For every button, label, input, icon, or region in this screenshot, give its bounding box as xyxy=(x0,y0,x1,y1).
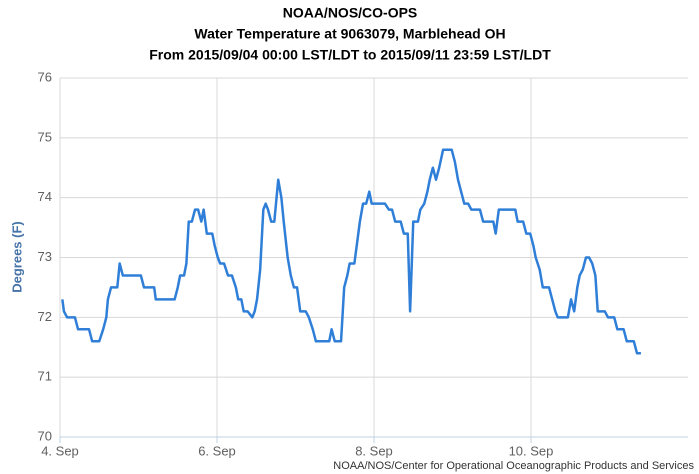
y-tick-label: 74 xyxy=(38,189,52,204)
credit: NOAA/NOS/Center for Operational Oceanogr… xyxy=(333,460,694,472)
chart-subtitle: Water Temperature at 9063079, Marblehead… xyxy=(194,26,505,42)
y-tick-label: 76 xyxy=(38,69,52,84)
y-tick-label: 70 xyxy=(38,428,52,443)
x-tick-label: 4. Sep xyxy=(41,443,79,458)
y-axis-label: Degrees (F) xyxy=(9,221,24,293)
x-tick-label: 6. Sep xyxy=(198,443,236,458)
y-tick-label: 72 xyxy=(38,309,52,324)
x-tick-label: 8. Sep xyxy=(355,443,393,458)
y-tick-label: 71 xyxy=(38,369,52,384)
chart-subtitle: From 2015/09/04 00:00 LST/LDT to 2015/09… xyxy=(149,47,551,63)
y-tick-label: 73 xyxy=(38,249,52,264)
x-tick-label: 10. Sep xyxy=(509,443,554,458)
y-tick-label: 75 xyxy=(38,129,52,144)
data-line xyxy=(61,148,641,355)
chart-title: NOAA/NOS/CO-OPS xyxy=(283,5,418,21)
